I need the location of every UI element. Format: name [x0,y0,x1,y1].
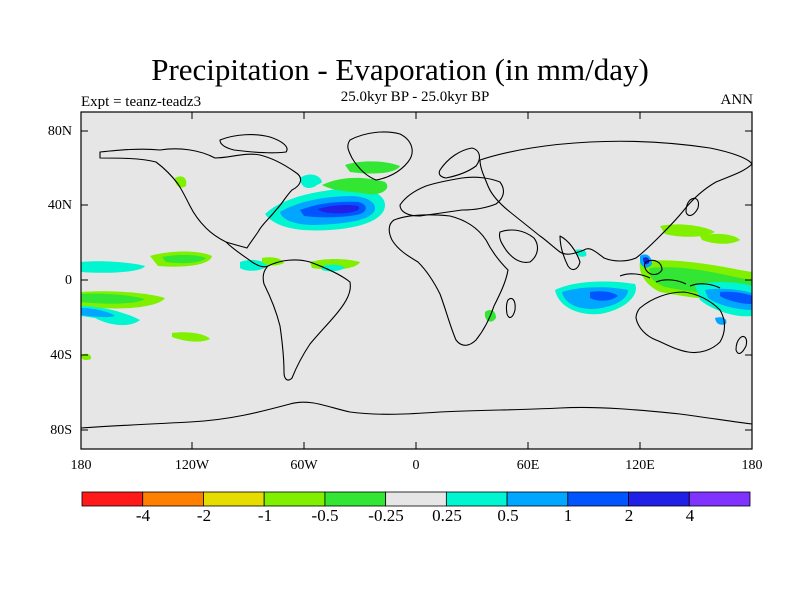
coastline-arabia [498,229,539,263]
region-north-atlantic-green [322,177,388,195]
colorbar-box [445,491,508,507]
coastline-borneo [643,259,663,276]
season-label: ANN [720,92,754,108]
colorbar-box [628,491,690,507]
plot-subtitle: 25.0kyr BP - 25.0kyr BP [340,89,490,105]
lat-tick-label: 40S [50,348,72,363]
plot-title: Precipitation - Evaporation (in mm/day) [151,52,649,87]
colorbar-box [203,491,265,507]
region-central-pacific-green-inner [162,254,206,264]
region-alaska-green [175,176,187,188]
lat-tick-label: 0 [65,273,72,288]
region-greenland-green [345,161,400,174]
colorbar-level-label: -1 [257,506,273,525]
region-indian-ocean-blue [590,291,618,301]
colorbar-level-label: -0.5 [311,506,339,525]
coastlines [80,131,753,429]
anomaly-regions [81,161,752,361]
colorbar-box [688,491,751,507]
colorbar-box [142,491,204,507]
region-western-pacific-teal [81,261,145,273]
lat-tick-label: 80N [47,124,72,139]
colorbar-level-label: -2 [196,506,212,525]
coastline-indonesia [619,273,721,289]
region-north-atlantic-darkblue [318,205,360,214]
lon-tick-label: 60E [516,458,540,473]
coastline-scandinavia [438,147,481,179]
colorbar-box [263,491,326,507]
colorbar-level-label: -4 [135,506,151,525]
coastline-central-america [225,241,269,268]
colorbar-box [506,491,569,507]
region-south-indian-small-teal [575,249,587,257]
lon-tick-label: 120W [174,458,210,473]
coastline-india [559,235,581,271]
map-background [81,112,752,449]
experiment-label: Expt = teanz-teadz3 [81,94,202,110]
coastline-europe [399,176,505,217]
lat-ticks [81,130,752,431]
coastline-canadian-arctic [219,134,288,154]
colorbar-box [324,491,387,507]
region-north-pacific-green [700,233,740,244]
lon-ticks [191,112,641,449]
region-south-pacific-small-green [172,332,210,342]
region-north-pacific-teal [300,178,317,188]
colorbar-level-label: 1 [563,506,573,525]
lon-tick-label: 60W [290,458,318,473]
coastline-antarctica [80,401,753,429]
colorbar-box [567,491,629,507]
region-west-pacific-darkblue-patch [643,257,650,265]
region-south-pacific-lightblue [81,308,115,318]
lon-tick-label: 0 [412,458,420,473]
colorbar [81,491,751,507]
region-south-pacific-green-inner [81,293,145,304]
coastline-greenland [347,131,413,181]
region-eastern-pacific-teal [240,259,268,271]
lat-tick-label: 80S [50,423,72,438]
region-caribbean-green [262,257,284,266]
region-coral-sea-blue [720,291,752,304]
lat-tick-label: 40N [47,198,72,213]
coastline-australia [635,291,726,354]
coastline-madagascar [505,297,516,319]
lon-tick-label: 180 [70,458,92,473]
coastline-japan [685,197,700,217]
lon-tick-label: 120E [625,458,655,473]
coastline-africa [388,214,509,346]
coastline-north-america [99,148,302,249]
colorbar-level-label: 2 [624,506,634,525]
colorbar-box [81,491,144,507]
colorbar-level-label: 4 [685,506,695,525]
colorbar-level-label: 0.5 [497,506,519,525]
colorbar-level-label: 0.25 [432,506,462,525]
lon-tick-label: 180 [741,458,763,473]
coastline-south-america [262,259,351,381]
colorbar-level-label: -0.25 [368,506,404,525]
coastline-asia [479,140,753,262]
colorbar-box [385,491,447,507]
coastline-new-zealand [735,335,748,355]
region-philippine-sea-green [660,224,715,237]
